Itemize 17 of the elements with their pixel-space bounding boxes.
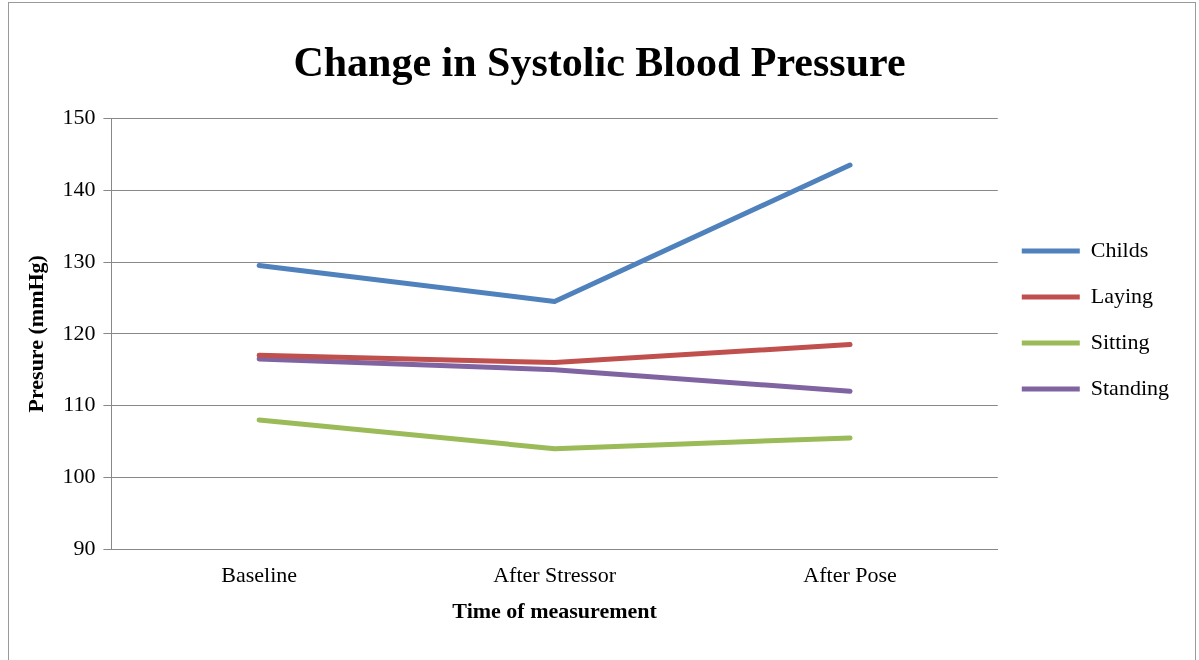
x-tick-label: After Pose	[803, 562, 897, 588]
legend-label: Childs	[1090, 236, 1149, 262]
legend-label: Sitting	[1090, 328, 1150, 354]
y-tick-label: 140	[62, 175, 96, 201]
y-tick-label: 130	[62, 247, 96, 273]
y-axis-title: Presure (mmHg)	[22, 255, 48, 413]
y-tick-label: 100	[62, 463, 96, 489]
y-tick-label: 150	[62, 104, 96, 130]
legend-label: Laying	[1090, 282, 1154, 308]
y-tick-label: 110	[63, 391, 96, 417]
chart-title: Change in Systolic Blood Pressure	[293, 39, 906, 86]
legend-label: Standing	[1090, 374, 1170, 400]
x-axis-title: Time of measurement	[452, 598, 658, 624]
y-tick-label: 120	[62, 319, 96, 345]
x-tick-label: After Stressor	[493, 562, 617, 588]
y-tick-label: 90	[73, 534, 96, 560]
x-tick-label: Baseline	[221, 562, 298, 588]
